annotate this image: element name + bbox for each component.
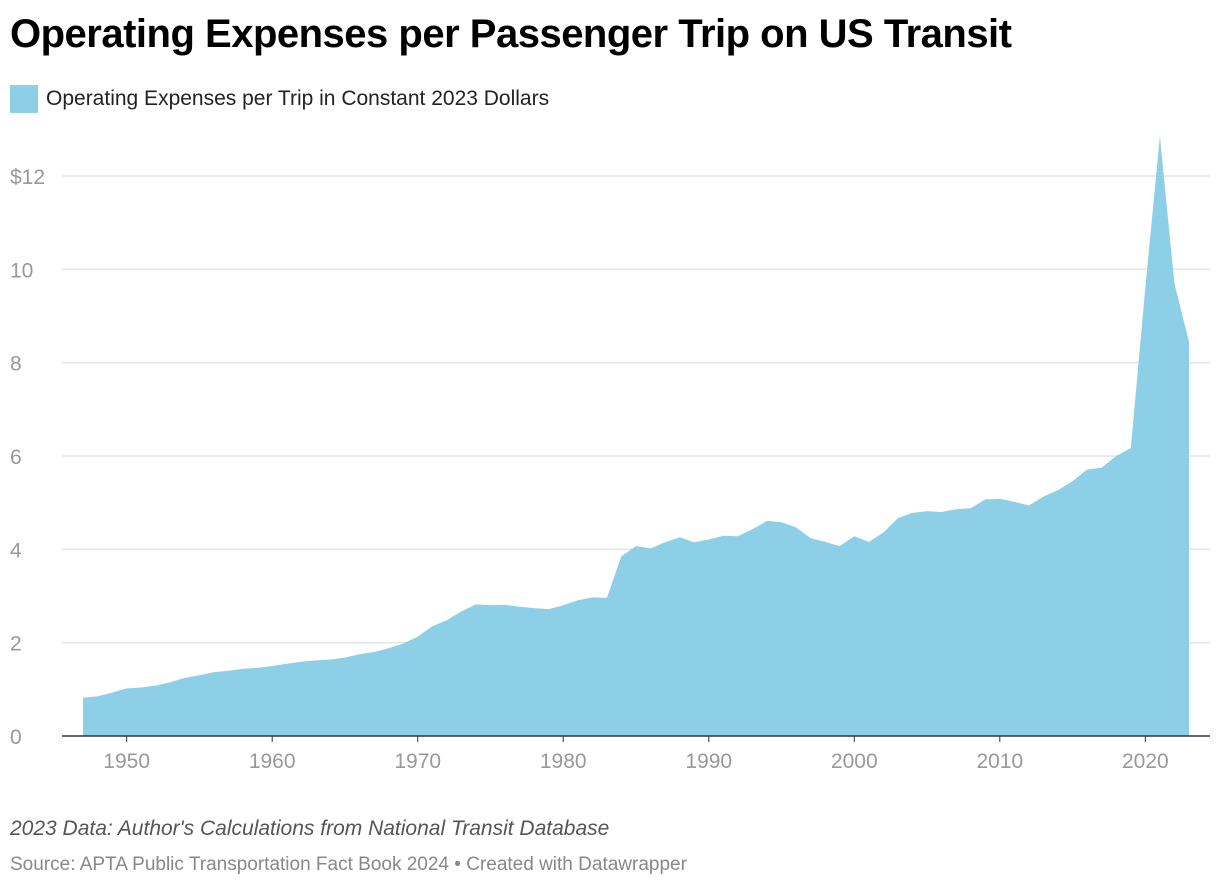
y-tick-label: 0 [10,726,22,749]
legend-swatch [10,85,38,113]
y-tick-label: 2 [10,633,22,656]
footer-source: Source: APTA Public Transportation Fact … [10,854,687,875]
legend: Operating Expenses per Trip in Constant … [10,85,549,113]
footer-note: 2023 Data: Author's Calculations from Na… [10,817,610,840]
x-tick-label: 2010 [976,750,1023,773]
chart-title: Operating Expenses per Passenger Trip on… [10,12,1012,56]
y-tick-label: 4 [10,539,22,562]
y-tick-label: $12 [10,166,45,189]
y-tick-label: 6 [10,446,22,469]
x-tick-label: 1990 [685,750,732,773]
y-tick-label: 10 [10,259,33,282]
x-tick-label: 1980 [540,750,587,773]
x-tick-label: 1960 [249,750,296,773]
x-tick-label: 2000 [831,750,878,773]
y-tick-label: 8 [10,353,22,376]
legend-label: Operating Expenses per Trip in Constant … [46,87,550,110]
chart-area: 0 2 4 6 8 10 $12 1950 1960 1970 1980 1990 2000 2010 20… [10,136,1210,773]
x-tick-label: 2020 [1122,750,1169,773]
x-tick-label: 1950 [103,750,150,773]
area-series [83,136,1189,737]
x-tick-label: 1970 [394,750,441,773]
